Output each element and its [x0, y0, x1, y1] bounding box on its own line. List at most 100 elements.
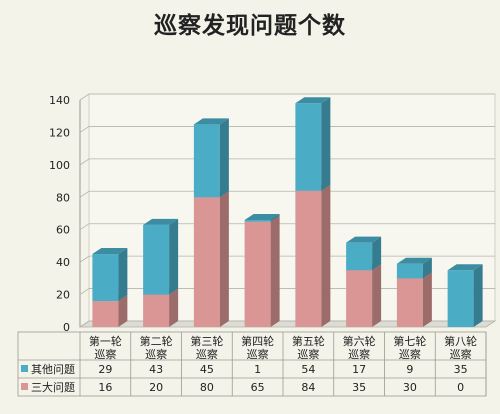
bar-front: [92, 254, 119, 302]
bar-front: [396, 263, 423, 279]
table-value: 29: [98, 363, 112, 376]
bar-top: [346, 236, 382, 243]
bar-segment: [295, 184, 331, 327]
bar-side: [118, 248, 128, 302]
bar-segment: [346, 264, 382, 327]
table-value: 84: [301, 381, 315, 394]
y-tick-label: 120: [49, 126, 70, 139]
table-frame: [17, 331, 487, 397]
bar-front: [244, 221, 271, 327]
gridline: [79, 190, 495, 198]
bar-segment: [396, 272, 432, 327]
category-label: 第五轮巡察: [292, 334, 325, 361]
bar-top: [193, 118, 229, 125]
gridline: [79, 93, 495, 101]
bar-segment: [92, 248, 128, 302]
bar-side: [422, 257, 432, 279]
bar-side: [169, 288, 179, 327]
bar-front: [193, 124, 220, 198]
table-value: 30: [403, 381, 417, 394]
gridline: [79, 223, 495, 231]
table-value: 80: [200, 381, 214, 394]
bar-side: [270, 213, 280, 222]
category-label: 第一轮巡察: [89, 334, 122, 361]
bar-segment: [396, 257, 432, 279]
bar-side: [219, 118, 229, 198]
bar-side: [372, 236, 382, 271]
table-value: 35: [352, 381, 366, 394]
bar-segment: [244, 213, 280, 222]
table-value: 16: [98, 381, 112, 394]
bar-segment: [143, 218, 179, 295]
bar-top: [92, 248, 128, 255]
bar-front: [92, 301, 119, 327]
bar-side: [372, 264, 382, 327]
gridline: [79, 158, 495, 166]
bar-front: [193, 197, 220, 327]
bar-segment: [295, 97, 331, 191]
bar-front: [143, 224, 170, 295]
category-label: 第三轮巡察: [190, 334, 223, 361]
plot-floor: [78, 320, 497, 328]
bar-side: [321, 184, 331, 327]
table-value: 20: [149, 381, 163, 394]
table-value: 43: [149, 363, 163, 376]
table-value: 45: [200, 363, 214, 376]
gridline: [79, 126, 495, 133]
bar-side: [422, 272, 432, 327]
legend-swatch: [21, 365, 28, 372]
category-label: 第六轮巡察: [343, 334, 376, 361]
legend-label: 三大问题: [31, 380, 75, 394]
chart-title: 巡察发现问题个数: [154, 13, 346, 39]
y-tick-label: 0: [63, 321, 70, 334]
bar-side: [473, 264, 483, 327]
bar-side: [118, 295, 128, 327]
category-label: 第二轮巡察: [140, 334, 173, 361]
table-value: 0: [457, 381, 464, 394]
y-axis: 0 20 40 60 80 100 120 140: [49, 94, 70, 334]
bar-top: [143, 218, 179, 225]
y-tick-label: 80: [56, 191, 70, 204]
bar-front: [346, 270, 373, 327]
y-tick-label: 100: [49, 159, 70, 172]
bar-front: [244, 219, 271, 222]
bar-top: [396, 257, 432, 264]
bar-segment: [447, 264, 483, 327]
bar-front: [447, 270, 474, 327]
bar-side: [321, 97, 331, 191]
bar-side: [169, 218, 179, 295]
category-label: 第八轮巡察: [444, 334, 477, 361]
bar-top: [447, 264, 483, 271]
legend-label: 其他问题: [31, 363, 75, 376]
category-label: 第七轮巡察: [393, 334, 426, 361]
bar-segment: [193, 118, 229, 198]
data-table: 第一轮巡察第二轮巡察第三轮巡察第四轮巡察第五轮巡察第六轮巡察第七轮巡察第八轮巡察…: [17, 331, 487, 397]
table-value: 65: [251, 381, 265, 394]
bar-front: [396, 278, 423, 327]
bar-side: [270, 215, 280, 327]
table-value: 54: [301, 363, 315, 376]
table-value: 35: [454, 363, 468, 376]
y-tick-label: 20: [56, 289, 70, 302]
bar-top: [244, 213, 280, 220]
bar-front: [295, 103, 322, 191]
table-value: 17: [352, 363, 366, 376]
legend-swatch: [21, 383, 28, 390]
category-label: 第四轮巡察: [241, 334, 274, 361]
y-tick-label: 140: [49, 94, 70, 107]
bar-front: [346, 242, 373, 271]
table-value: 9: [406, 363, 413, 376]
y-tick-label: 40: [56, 256, 70, 269]
y-tick-label: 60: [56, 224, 70, 237]
table-value: 1: [254, 363, 261, 376]
bar-top: [295, 97, 331, 104]
bars: [92, 97, 483, 327]
bar-front: [295, 190, 322, 327]
bar-segment: [244, 215, 280, 327]
bar-side: [219, 191, 229, 327]
gridlines: [78, 93, 497, 328]
bar-segment: [346, 236, 382, 271]
bar-front: [143, 294, 170, 327]
bar-segment: [193, 191, 229, 327]
